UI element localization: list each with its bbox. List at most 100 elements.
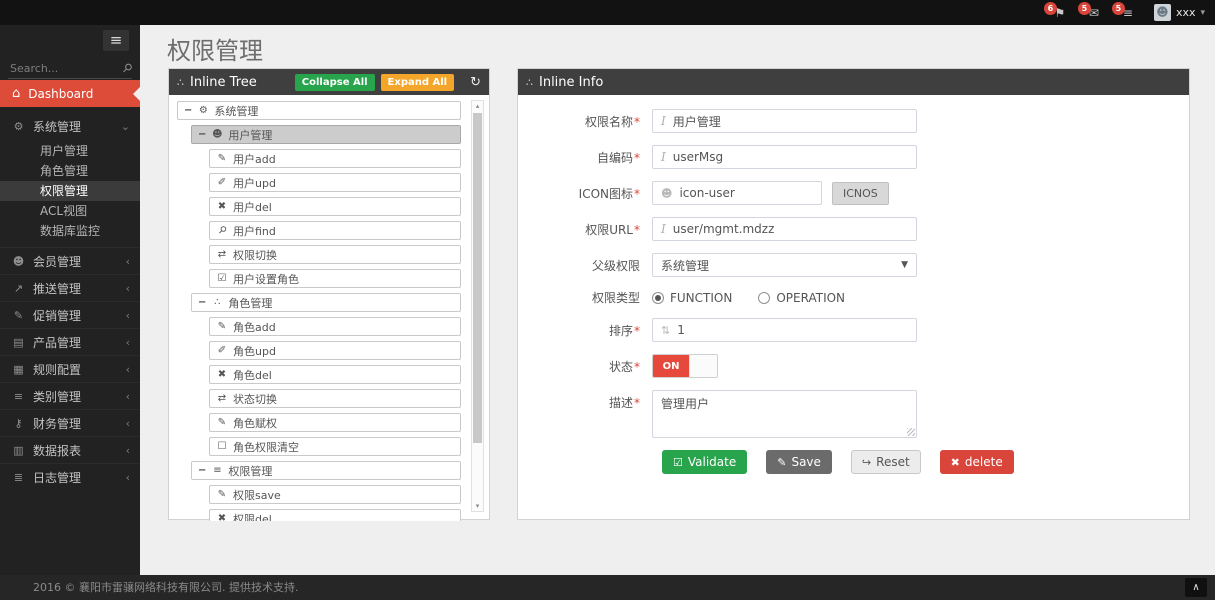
tree-node-label: 用户del xyxy=(233,200,272,214)
tree-node-system[interactable]: − ⚙ 系统管理 xyxy=(177,101,461,120)
sidebar-item-member-mgmt[interactable]: ☻ 会员管理 ‹ xyxy=(0,247,140,274)
chevron-left-icon: ‹ xyxy=(125,281,130,295)
menu-label: 会员管理 xyxy=(33,254,82,269)
user-menu[interactable]: ☻ xxx ▾ xyxy=(1153,4,1205,21)
collapse-all-button[interactable]: Collapse All xyxy=(294,73,375,91)
sidebar-item-acl-view[interactable]: ACL视图 xyxy=(40,204,88,218)
tree-node-label: 系统管理 xyxy=(214,104,259,118)
code-field[interactable]: I userMsg xyxy=(652,145,917,169)
toggle-on-segment: ON xyxy=(653,355,689,377)
name-label: 权限名称* xyxy=(584,114,640,129)
menu-label: 日志管理 xyxy=(33,470,82,485)
expand-all-button[interactable]: Expand All xyxy=(380,73,455,91)
sidebar-toggle-button[interactable]: ≡ xyxy=(103,30,129,51)
sitemap-icon: ∴ xyxy=(214,297,221,308)
tree-leaf[interactable]: ✐ 用户upd xyxy=(209,173,461,192)
chevron-down-icon: ⌄ xyxy=(120,119,130,133)
sidebar-item-role-mgmt[interactable]: 角色管理 xyxy=(40,164,89,178)
chevron-left-icon: ‹ xyxy=(125,308,130,322)
tree-leaf[interactable]: ✖ 角色del xyxy=(209,365,461,384)
tree-leaf[interactable]: ⚲ 用户find xyxy=(209,221,461,240)
info-panel-title: Inline Info xyxy=(539,74,604,90)
status-toggle[interactable]: ON xyxy=(652,354,718,378)
sidebar-item-product-mgmt[interactable]: ▤ 产品管理 ‹ xyxy=(0,328,140,355)
form-row-sort: 排序* ⇅ 1 xyxy=(528,318,1189,342)
radio-operation[interactable]: OPERATION xyxy=(758,291,845,305)
chevron-left-icon: ‹ xyxy=(125,254,130,268)
flag-notifications-button[interactable]: ⚑ 6 xyxy=(1043,1,1068,20)
collapse-minus-icon[interactable]: − xyxy=(184,105,193,116)
tasks-button[interactable]: ≡ 5 xyxy=(1111,1,1136,20)
tree-leaf[interactable]: ☑ 用户设置角色 xyxy=(209,269,461,288)
parent-select[interactable]: 系统管理 ▼ xyxy=(652,253,917,277)
tree-leaf[interactable]: ✎ 角色赋权 xyxy=(209,413,461,432)
radio-function[interactable]: FUNCTION xyxy=(652,291,732,305)
sidebar-item-log-mgmt[interactable]: ≣ 日志管理 ‹ xyxy=(0,463,140,490)
button-label: Reset xyxy=(876,455,910,469)
tree-leaf[interactable]: ✎ 权限save xyxy=(209,485,461,504)
close-icon: ✖ xyxy=(217,369,227,380)
tree-leaf[interactable]: ✖ 权限del xyxy=(209,509,461,521)
tree-node-role-mgmt[interactable]: − ∴ 角色管理 xyxy=(191,293,461,312)
sidebar-item-system[interactable]: ⚙ 系统管理 ⌄ xyxy=(0,113,140,139)
collapse-minus-icon[interactable]: − xyxy=(198,465,207,476)
validate-button[interactable]: ☑ Validate xyxy=(662,450,748,474)
sidebar-item-finance-mgmt[interactable]: ⚷ 财务管理 ‹ xyxy=(0,409,140,436)
button-label: delete xyxy=(964,455,1003,469)
tree-leaf[interactable]: ☐ 角色权限清空 xyxy=(209,437,461,456)
search-input[interactable] xyxy=(8,60,124,76)
sidebar-item-push-mgmt[interactable]: ↗ 推送管理 ‹ xyxy=(0,274,140,301)
scrollbar-thumb[interactable] xyxy=(473,113,482,443)
gears-icon: ⚙ xyxy=(198,105,208,116)
tree-node-label: 角色add xyxy=(233,320,276,334)
tree-leaf[interactable]: ✎ 用户add xyxy=(209,149,461,168)
url-field[interactable]: I user/mgmt.mdzz xyxy=(652,217,917,241)
radio-unchecked-icon xyxy=(758,291,771,304)
scroll-down-icon[interactable]: ▾ xyxy=(475,502,480,510)
sidebar-item-dashboard[interactable]: ⌂ Dashboard xyxy=(0,80,140,107)
tree-node-label: 用户设置角色 xyxy=(233,272,299,286)
copyright-text: 2016 © 襄阳市雷骧网络科技有限公司. 提供技术支持. xyxy=(33,581,299,594)
tree-node-label: 用户add xyxy=(233,152,276,166)
refresh-icon[interactable]: ↻ xyxy=(470,74,481,90)
icon-field[interactable]: ☻ icon-user xyxy=(652,181,822,205)
sidebar-item-data-report[interactable]: ▥ 数据报表 ‹ xyxy=(0,436,140,463)
sort-field[interactable]: ⇅ 1 xyxy=(652,318,917,342)
sidebar-item-db-monitor[interactable]: 数据库监控 xyxy=(40,224,101,238)
save-button[interactable]: ✎ Save xyxy=(766,450,832,474)
sidebar-item-permission-mgmt[interactable]: 权限管理 xyxy=(0,181,140,201)
form-row-icon: ICON图标* ☻ icon-user ICNOS xyxy=(528,181,1189,205)
dashboard-label: Dashboard xyxy=(28,86,94,101)
close-icon: ✖ xyxy=(217,513,227,521)
desc-textarea[interactable]: 管理用户 xyxy=(652,390,917,438)
messages-badge: 5 xyxy=(1077,1,1091,15)
tree-node-permission-mgmt[interactable]: − ≡ 权限管理 xyxy=(191,461,461,480)
sidebar-item-rule-config[interactable]: ▦ 规则配置 ‹ xyxy=(0,355,140,382)
chevron-left-icon: ‹ xyxy=(125,335,130,349)
collapse-minus-icon[interactable]: − xyxy=(198,297,207,308)
delete-button[interactable]: ✖ delete xyxy=(939,450,1014,474)
sidebar-item-promotion-mgmt[interactable]: ✎ 促销管理 ‹ xyxy=(0,301,140,328)
tree-leaf[interactable]: ✐ 角色upd xyxy=(209,341,461,360)
sidebar-item-user-mgmt[interactable]: 用户管理 xyxy=(40,144,89,158)
icnos-button[interactable]: ICNOS xyxy=(832,181,889,205)
tree-scrollbar[interactable]: ▴ ▾ xyxy=(471,100,484,512)
tree-leaf[interactable]: ✎ 角色add xyxy=(209,317,461,336)
text-cursor-icon: I xyxy=(661,150,666,164)
collapse-minus-icon[interactable]: − xyxy=(198,129,207,140)
name-field[interactable]: I 用户管理 xyxy=(652,109,917,133)
tree-leaf[interactable]: ⇄ 状态切换 xyxy=(209,389,461,408)
messages-button[interactable]: ✉ 5 xyxy=(1077,1,1102,20)
list-icon: ≡ xyxy=(213,465,222,476)
tree-node-user-mgmt[interactable]: − ☻ 用户管理 xyxy=(191,125,461,144)
tree-leaf[interactable]: ⇄ 权限切换 xyxy=(209,245,461,264)
scroll-up-icon[interactable]: ▴ xyxy=(475,102,480,110)
page-title: 权限管理 xyxy=(167,37,263,65)
code-label: 自编码* xyxy=(596,150,640,165)
home-icon: ⌂ xyxy=(12,86,21,101)
back-to-top-button[interactable]: ∧ xyxy=(1185,578,1207,597)
reset-button[interactable]: ↪ Reset xyxy=(850,450,921,474)
sidebar-item-category-mgmt[interactable]: ≡ 类别管理 ‹ xyxy=(0,382,140,409)
sidebar: ≡ ⚲ ⌂ Dashboard ⚙ 系统管理 ⌄ 用户管理 角色管理 权限管理 … xyxy=(0,25,140,575)
tree-leaf[interactable]: ✖ 用户del xyxy=(209,197,461,216)
